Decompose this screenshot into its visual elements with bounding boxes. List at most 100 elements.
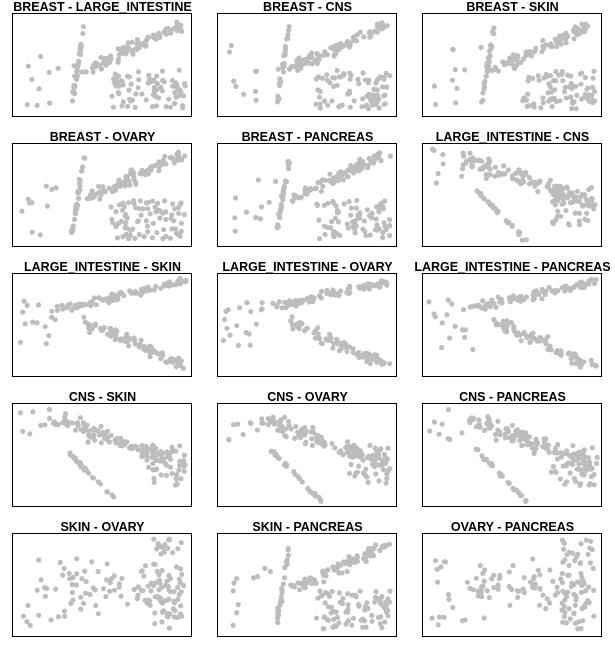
data-point (366, 91, 372, 97)
data-point (114, 329, 120, 335)
data-point (558, 36, 564, 42)
data-point (594, 454, 600, 460)
data-point (369, 618, 375, 624)
data-point (224, 325, 230, 331)
data-point (573, 479, 579, 485)
data-point (93, 602, 99, 609)
scatter-plot (17, 406, 188, 500)
data-point (91, 295, 97, 301)
data-point (235, 421, 241, 427)
data-point (112, 187, 118, 193)
data-point (274, 99, 281, 105)
data-point (279, 598, 285, 604)
data-point (381, 451, 388, 457)
data-point (125, 335, 131, 341)
data-point (253, 321, 259, 327)
data-point (532, 183, 538, 189)
data-point (81, 314, 87, 320)
data-point (140, 445, 146, 451)
data-point (38, 422, 44, 428)
data-point (179, 157, 185, 163)
data-point (570, 194, 577, 200)
data-point (387, 153, 393, 159)
data-point (378, 614, 384, 620)
data-point (482, 78, 488, 85)
data-point (279, 587, 285, 593)
data-point (485, 421, 491, 427)
data-point (360, 457, 366, 463)
data-point (152, 93, 159, 99)
data-point (88, 299, 94, 305)
data-point (325, 102, 331, 108)
data-point (384, 282, 390, 288)
data-point (347, 76, 353, 82)
data-point (586, 98, 592, 104)
data-point (379, 457, 385, 463)
data-point (74, 305, 80, 311)
data-point (319, 442, 326, 448)
data-point (182, 153, 188, 159)
scatter-panel: LARGE_INTESTINE - OVARY (205, 260, 410, 390)
data-point (535, 73, 541, 79)
data-point (537, 602, 543, 608)
data-point (145, 229, 151, 235)
data-point (44, 203, 50, 209)
data-point (253, 88, 259, 94)
data-point (577, 71, 584, 77)
scatter-panel: BREAST - LARGE_INTESTINE (0, 0, 205, 130)
data-point (483, 302, 489, 308)
data-point (177, 233, 183, 239)
data-point (577, 210, 583, 216)
data-point (463, 160, 469, 166)
data-point (459, 173, 465, 179)
data-point (81, 428, 87, 435)
data-point (539, 296, 545, 302)
data-point (481, 578, 487, 584)
data-point (541, 75, 547, 81)
plot-frame (12, 143, 192, 247)
data-point (519, 442, 526, 448)
data-point (129, 97, 136, 103)
data-point (166, 587, 172, 593)
data-point (255, 177, 261, 183)
data-point (230, 422, 237, 428)
data-point (361, 282, 367, 288)
data-point (118, 435, 124, 441)
data-point (169, 471, 175, 477)
data-point (353, 205, 359, 211)
data-point (181, 582, 187, 589)
data-point (315, 53, 321, 59)
data-point (309, 61, 315, 67)
data-point (591, 613, 597, 619)
data-point (98, 423, 104, 429)
data-point (153, 445, 159, 451)
data-point (576, 461, 582, 467)
data-point (130, 445, 136, 451)
data-point (445, 591, 452, 598)
data-point (77, 415, 84, 421)
data-point (577, 560, 583, 566)
data-point (80, 30, 86, 37)
data-point (150, 460, 156, 467)
data-point (329, 219, 335, 225)
data-point (178, 228, 184, 234)
data-point (383, 599, 389, 605)
scatter-panel: BREAST - SKIN (410, 0, 615, 130)
data-point (105, 331, 111, 337)
data-point (226, 437, 232, 443)
data-point (516, 588, 522, 594)
data-point (164, 613, 170, 620)
data-point (168, 464, 174, 470)
data-point (340, 595, 346, 601)
data-point (303, 189, 309, 196)
scatter-panel: CNS - OVARY (205, 390, 410, 520)
data-point (547, 177, 553, 183)
data-point (223, 308, 229, 314)
data-point (574, 466, 580, 472)
data-point (47, 415, 53, 422)
data-point (307, 185, 313, 192)
data-point (52, 317, 58, 323)
panel-title: BREAST - SKIN (466, 0, 559, 14)
data-point (34, 320, 40, 326)
data-point (181, 211, 187, 218)
